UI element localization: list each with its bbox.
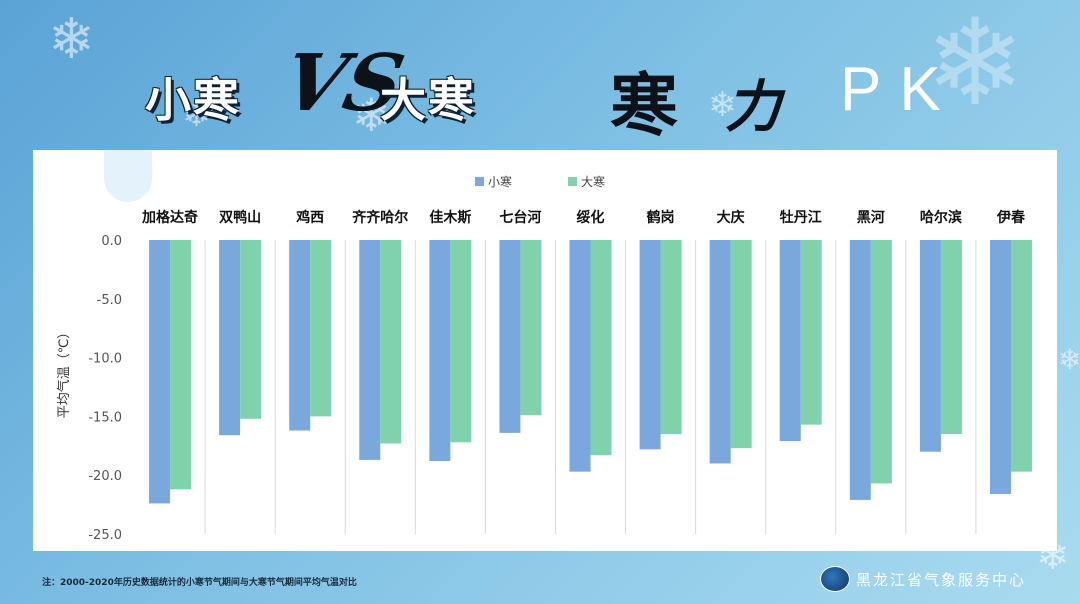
bar-xiaohan — [849, 240, 871, 500]
bar-xiaohan — [499, 240, 521, 433]
bar-xiaohan — [569, 240, 591, 472]
organization-badge: 黑龙江省气象服务中心 — [820, 566, 1026, 592]
snowflake-icon: ❄ — [182, 95, 211, 135]
bar-dahan — [240, 240, 262, 419]
x-category-label: 鸡西 — [295, 209, 324, 226]
y-tick-label: -5.0 — [97, 293, 122, 308]
snowflake-icon: ❄ — [48, 7, 95, 72]
legend-swatch-xiaohan — [475, 177, 484, 186]
bar-dahan — [590, 240, 612, 456]
title-xiaohan: 小寒 — [145, 73, 241, 127]
y-tick-label: 0.0 — [101, 234, 122, 249]
y-tick-label: -15.0 — [88, 410, 122, 425]
x-category-label: 双鸭山 — [219, 209, 261, 226]
snowflake-icon: ❄ — [925, 0, 1026, 133]
y-tick-label: -25.0 — [88, 528, 122, 543]
snowflake-icon: ❄ — [708, 85, 737, 125]
bar-xiaohan — [639, 240, 661, 450]
bar-dahan — [1010, 240, 1032, 472]
bar-xiaohan — [289, 240, 311, 431]
legend-swatch-dahan — [568, 177, 577, 186]
y-axis-label: 平均气温（℃） — [56, 326, 72, 419]
x-category-label: 鹤岗 — [647, 209, 675, 226]
bar-dahan — [940, 240, 962, 435]
title-han: 寒 — [610, 66, 679, 146]
bar-dahan — [450, 240, 472, 443]
x-category-label: 牡丹江 — [780, 209, 822, 226]
bar-dahan — [380, 240, 402, 444]
bar-xiaohan — [709, 240, 731, 464]
legend-label-dahan: 大寒 — [581, 174, 605, 189]
x-category-label: 黑河 — [857, 209, 885, 226]
bar-xiaohan — [989, 240, 1011, 495]
x-category-label: 大庆 — [717, 209, 745, 226]
bar-xiaohan — [779, 240, 801, 442]
title-pk: PK — [840, 55, 959, 124]
bar-dahan — [310, 240, 332, 417]
bar-xiaohan — [149, 240, 171, 504]
bar-dahan — [660, 240, 682, 435]
bar-dahan — [520, 240, 542, 416]
organization-logo-icon — [820, 566, 850, 592]
snowflake-icon: ❄ — [1058, 343, 1080, 376]
x-category-label: 佳木斯 — [429, 209, 471, 226]
y-tick-label: -20.0 — [88, 469, 122, 484]
snowflake-icon: ❄ — [352, 88, 391, 142]
title-dahan: 大寒 — [380, 73, 476, 127]
bar-dahan — [870, 240, 892, 484]
x-category-label: 绥化 — [577, 209, 605, 226]
chart-legend: 小寒 大寒 — [475, 174, 605, 189]
grid-layer — [204, 240, 977, 534]
x-category-label: 加格达奇 — [141, 209, 198, 226]
bar-dahan — [730, 240, 752, 449]
panel-tab-decoration — [104, 150, 152, 202]
organization-name: 黑龙江省气象服务中心 — [856, 570, 1027, 589]
title-banner: 小寒 VS 大寒 寒 力 PK — [145, 32, 1005, 146]
bar-layer — [149, 240, 1032, 504]
bar-xiaohan — [219, 240, 241, 436]
y-tick-label: -10.0 — [88, 352, 122, 367]
bar-xiaohan — [429, 240, 451, 462]
legend-label-xiaohan: 小寒 — [488, 174, 512, 189]
label-layer: 0.0 -5.0 -10.0 -15.0 -20.0 -25.0 加格达奇 双鸭山 鸡西 齐齐哈尔… — [88, 209, 1026, 543]
bar-xiaohan — [919, 240, 941, 452]
title-li: 力 — [725, 74, 781, 140]
bar-dahan — [170, 240, 192, 490]
bar-dahan — [800, 240, 822, 425]
x-category-label: 伊春 — [996, 209, 1026, 226]
x-category-label: 哈尔滨 — [920, 209, 962, 226]
x-category-label: 七台河 — [499, 209, 541, 226]
footnote: 注：2000-2020年历史数据统计的小寒节气期间与大寒节气期间平均气温对比 — [42, 578, 357, 588]
bar-xiaohan — [359, 240, 381, 460]
x-category-label: 齐齐哈尔 — [352, 209, 408, 226]
